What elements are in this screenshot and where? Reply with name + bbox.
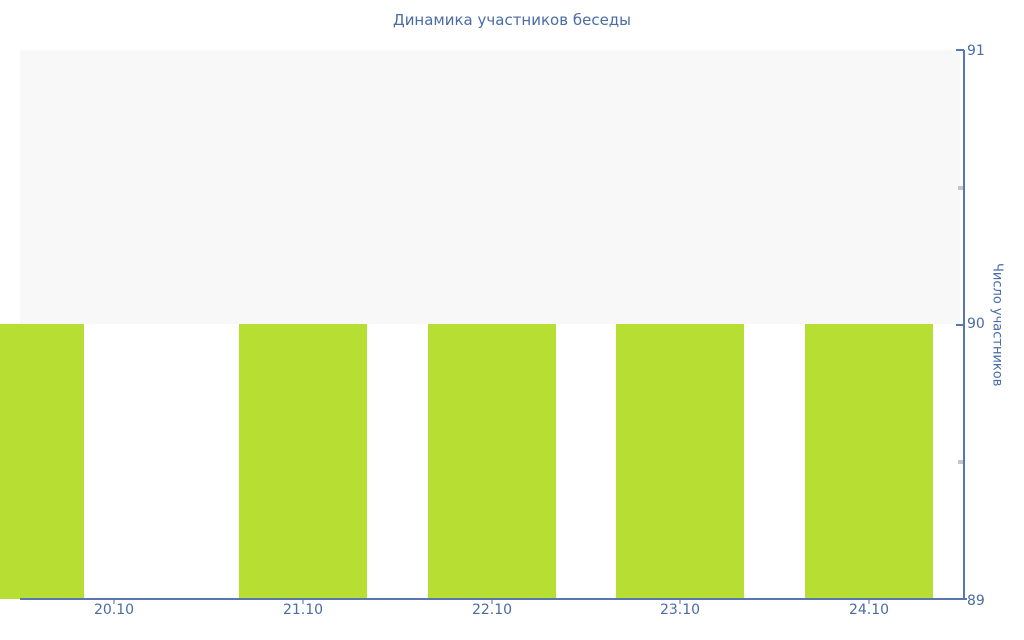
x-tick-mark xyxy=(113,600,115,604)
x-tick-label: 20.10 xyxy=(93,602,135,618)
chart-title: Динамика участников беседы xyxy=(392,11,632,29)
y-tick-mark-90 xyxy=(956,324,964,326)
x-tick-label: 24.10 xyxy=(848,602,890,618)
y-tick-label-91: 91 xyxy=(967,43,985,59)
y-minor-tick-90-5 xyxy=(958,186,963,190)
plot-area xyxy=(0,50,963,599)
bar-24-10[interactable] xyxy=(0,324,84,599)
bar-20-10[interactable] xyxy=(238,324,367,599)
x-tick-label: 22.10 xyxy=(471,602,513,618)
y-minor-tick-89-5 xyxy=(958,460,963,464)
bar-22-10[interactable] xyxy=(616,324,745,599)
x-tick-mark xyxy=(302,600,304,604)
y-tick-label-90: 90 xyxy=(967,316,985,332)
x-axis-line xyxy=(20,598,967,600)
x-tick-mark xyxy=(868,600,870,604)
x-tick-label: 23.10 xyxy=(659,602,701,618)
y-axis-title: Число участников xyxy=(989,262,1005,387)
y-axis-line xyxy=(963,50,965,600)
bar-23-10[interactable] xyxy=(804,324,933,599)
y-tick-mark-91 xyxy=(956,49,964,51)
y-axis-title-wrap: Число участников xyxy=(988,50,1006,599)
y-tick-label-89: 89 xyxy=(967,593,985,609)
upper-plot-band xyxy=(20,50,960,324)
x-tick-mark xyxy=(491,600,493,604)
bar-21-10[interactable] xyxy=(427,324,556,599)
x-tick-label: 21.10 xyxy=(282,602,324,618)
x-tick-mark xyxy=(679,600,681,604)
